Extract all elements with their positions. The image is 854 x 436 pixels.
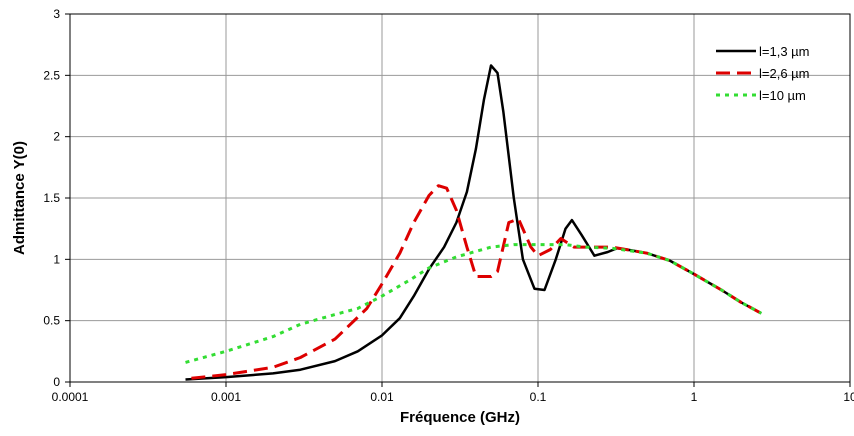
- y-tick-label: 1.5: [43, 191, 60, 205]
- y-axis-ticks: 0 0.5 1 1.5 2 2.5 3: [43, 7, 70, 389]
- x-tick-label: 1: [691, 390, 698, 404]
- x-tick-label: 0.01: [370, 390, 394, 404]
- x-axis-ticks: 0.0001 0.001 0.01 0.1 1 10: [52, 382, 854, 404]
- x-tick-label: 0.001: [211, 390, 241, 404]
- y-tick-label: 0.5: [43, 314, 60, 328]
- y-axis-title: Admittance Y(0): [11, 141, 28, 255]
- legend-label-3: l=10 µm: [759, 88, 806, 103]
- legend-label-2: l=2,6 µm: [759, 66, 809, 81]
- y-tick-label: 2.5: [43, 68, 60, 82]
- x-tick-label: 0.0001: [52, 390, 89, 404]
- x-tick-label: 0.1: [530, 390, 547, 404]
- y-tick-label: 1: [53, 252, 60, 266]
- series-line-1: [185, 64, 762, 381]
- y-tick-label: 2: [53, 130, 60, 144]
- legend: l=1,3 µm l=2,6 µm l=10 µm: [716, 44, 809, 103]
- legend-label-1: l=1,3 µm: [759, 44, 809, 59]
- x-tick-label: 10: [843, 390, 854, 404]
- x-axis-title: Fréquence (GHz): [400, 409, 520, 426]
- series-layer: [185, 64, 763, 381]
- series-line-3: [185, 243, 763, 364]
- y-tick-label: 3: [53, 7, 60, 21]
- y-tick-label: 0: [53, 375, 60, 389]
